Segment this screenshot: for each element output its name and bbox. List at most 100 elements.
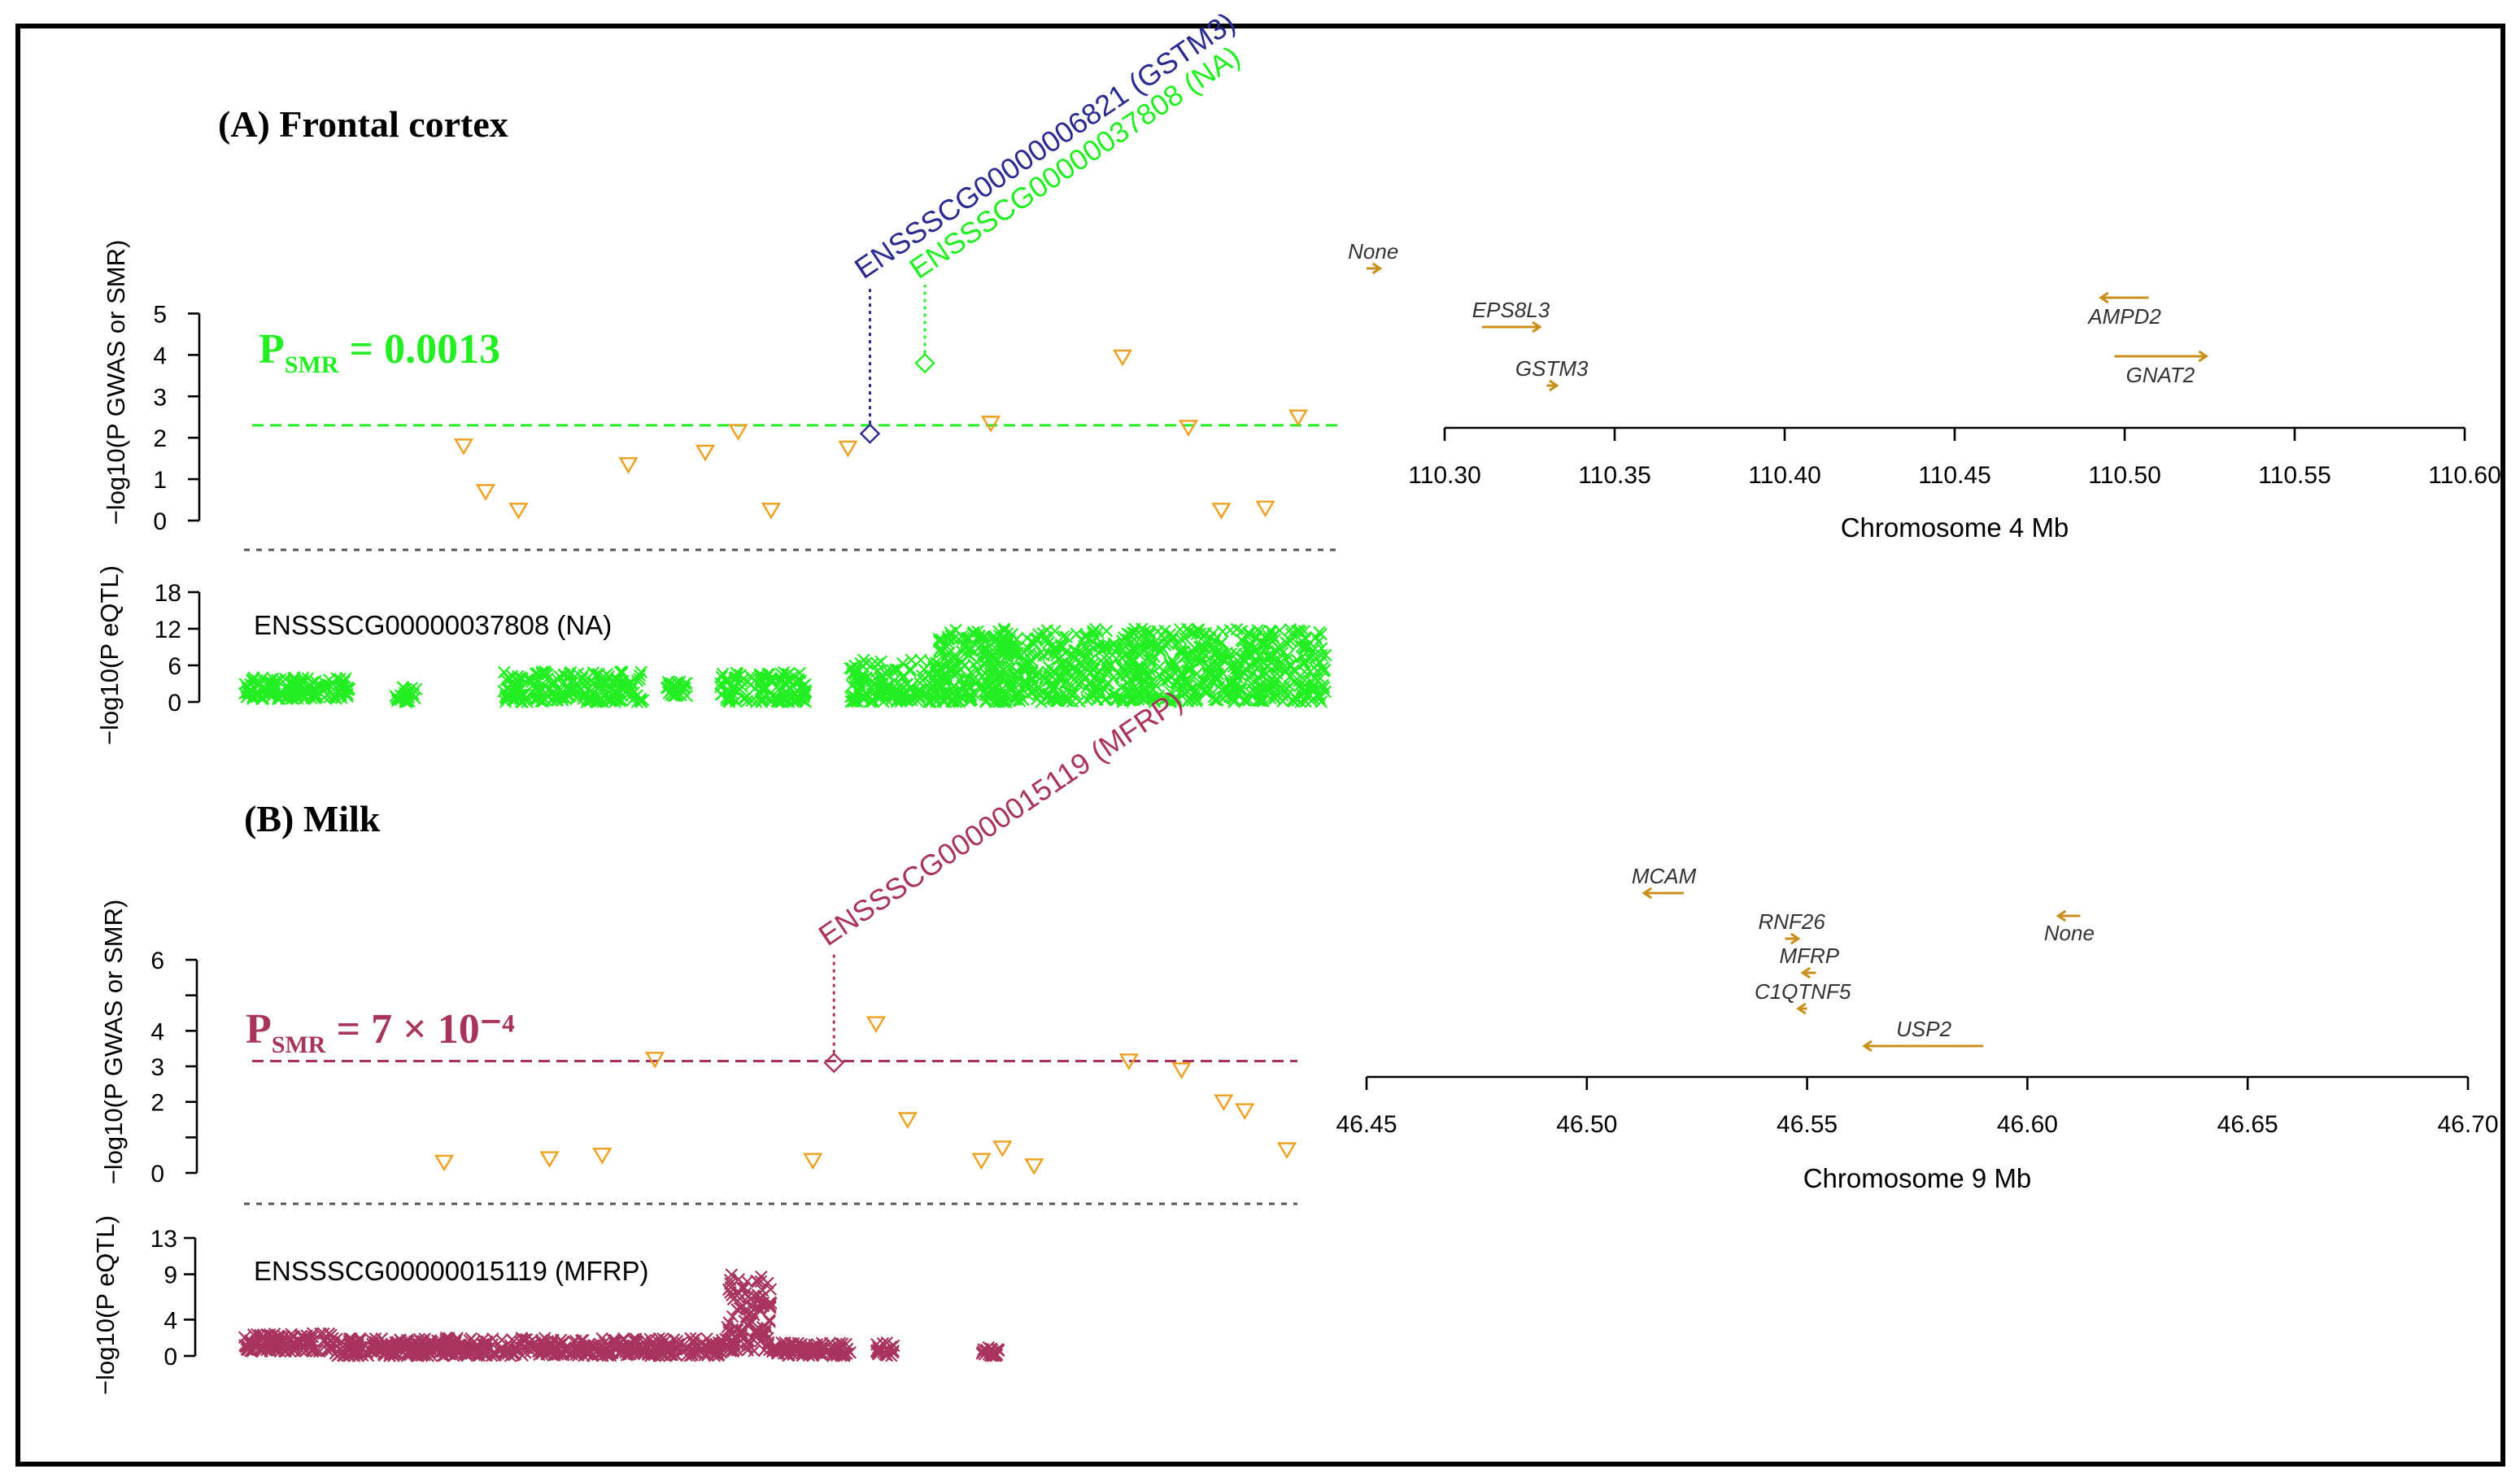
eqtl-point (342, 1338, 355, 1351)
eqtl-point (1097, 639, 1111, 652)
eqtl-point (596, 1349, 609, 1362)
eqtl-point (246, 674, 259, 687)
eqtl-point (1162, 691, 1175, 704)
eqtl-point (238, 678, 251, 691)
eqtl-point (1123, 628, 1137, 642)
eqtl-point (630, 1336, 643, 1349)
gwas-point (1211, 503, 1232, 520)
eqtl-point (854, 656, 867, 670)
smr-probe-point (823, 1052, 844, 1074)
eqtl-point (1010, 670, 1024, 684)
eqtl-point (499, 695, 512, 708)
eqtl-point (643, 1345, 657, 1358)
eqtl-point (1223, 678, 1237, 691)
eqtl-point (1314, 642, 1328, 655)
eqtl-point (1077, 668, 1090, 681)
eqtl-point (516, 1349, 529, 1362)
eqtl-point (1251, 685, 1265, 699)
eqtl-point (1186, 626, 1199, 640)
eqtl-point (1293, 624, 1306, 637)
gwas-point (1255, 500, 1275, 518)
eqtl-point (1271, 662, 1285, 675)
smr-y-tick-label: 2 (153, 425, 167, 452)
eqtl-point (597, 677, 610, 691)
eqtl-point (381, 1340, 395, 1353)
eqtl-point (251, 686, 264, 700)
eqtl-point (337, 681, 351, 694)
eqtl-point (1267, 680, 1281, 694)
eqtl-point (887, 673, 901, 687)
eqtl-point (877, 695, 890, 708)
eqtl-point (634, 665, 647, 679)
eqtl-point (1075, 656, 1088, 669)
gene-arrow-head (1641, 887, 1653, 900)
gene-label: AMPD2 (2086, 304, 2161, 329)
eqtl-point (411, 1344, 425, 1357)
eqtl-point (918, 663, 931, 677)
eqtl-point (756, 1327, 770, 1341)
eqtl-point (754, 1275, 768, 1288)
eqtl-point (899, 693, 912, 706)
eqtl-point (775, 695, 789, 708)
eqtl-point (1306, 644, 1319, 658)
eqtl-point (1293, 674, 1306, 688)
gwas-point (475, 484, 496, 501)
eqtl-point (1242, 647, 1256, 660)
eqtl-point (1230, 622, 1244, 636)
eqtl-y-tick-label: 6 (168, 653, 181, 680)
smr-y-tick-label: 6 (150, 948, 164, 974)
eqtl-point (613, 686, 626, 699)
eqtl-point (400, 1337, 413, 1351)
eqtl-point (848, 665, 861, 678)
eqtl-point (533, 1348, 546, 1362)
eqtl-point (1115, 651, 1128, 665)
smr-y-tick-label: 2 (150, 1090, 164, 1117)
eqtl-point (1120, 677, 1134, 691)
eqtl-point (1297, 657, 1311, 670)
eqtl-point (964, 681, 977, 694)
eqtl-point (1313, 691, 1326, 705)
eqtl-point (1053, 668, 1066, 682)
eqtl-point (1255, 667, 1268, 681)
eqtl-point (1316, 678, 1330, 692)
eqtl-point (1164, 659, 1177, 673)
eqtl-point (853, 672, 867, 685)
eqtl-point (1319, 648, 1332, 662)
gwas-point (865, 1016, 887, 1033)
eqtl-point (1060, 630, 1074, 644)
gwas-point (1024, 1158, 1044, 1175)
gene-arrow-head (2099, 291, 2109, 304)
eqtl-point (765, 1297, 778, 1310)
eqtl-point (1095, 673, 1109, 687)
smr-y-axis-label: −log10(P GWAS or SMR) (99, 900, 128, 1185)
eqtl-point (748, 1289, 761, 1303)
eqtl-point (1042, 660, 1056, 673)
smr-y-tick-label: 5 (153, 301, 167, 328)
eqtl-point (1139, 629, 1153, 643)
eqtl-point (1116, 695, 1129, 708)
eqtl-point (626, 693, 639, 707)
eqtl-point (477, 1346, 490, 1359)
eqtl-point (1141, 652, 1154, 666)
eqtl-point (1203, 665, 1216, 679)
gene-label: GNAT2 (2126, 363, 2195, 387)
gene-x-axis-label: Chromosome 9 Mb (1803, 1163, 2032, 1193)
eqtl-point (384, 1338, 398, 1352)
eqtl-point (1114, 681, 1128, 695)
eqtl-point (730, 1344, 744, 1357)
eqtl-point (1143, 676, 1157, 690)
eqtl-point (730, 667, 744, 681)
eqtl-point (838, 1349, 851, 1362)
eqtl-point (730, 1322, 743, 1335)
eqtl-point (1229, 684, 1243, 698)
eqtl-point (354, 1345, 367, 1358)
eqtl-point (998, 624, 1011, 638)
eqtl-point (1074, 667, 1088, 681)
panel-milk: (B) Milk 0 2 3 4 6 −log10(P GWAS or SMR) PSMR =… (91, 684, 2499, 1395)
eqtl-point (874, 673, 888, 686)
eqtl-point (489, 1347, 503, 1360)
eqtl-point (888, 663, 902, 676)
eqtl-point (763, 1315, 777, 1328)
eqtl-point (1152, 689, 1166, 703)
eqtl-point (1267, 630, 1280, 643)
